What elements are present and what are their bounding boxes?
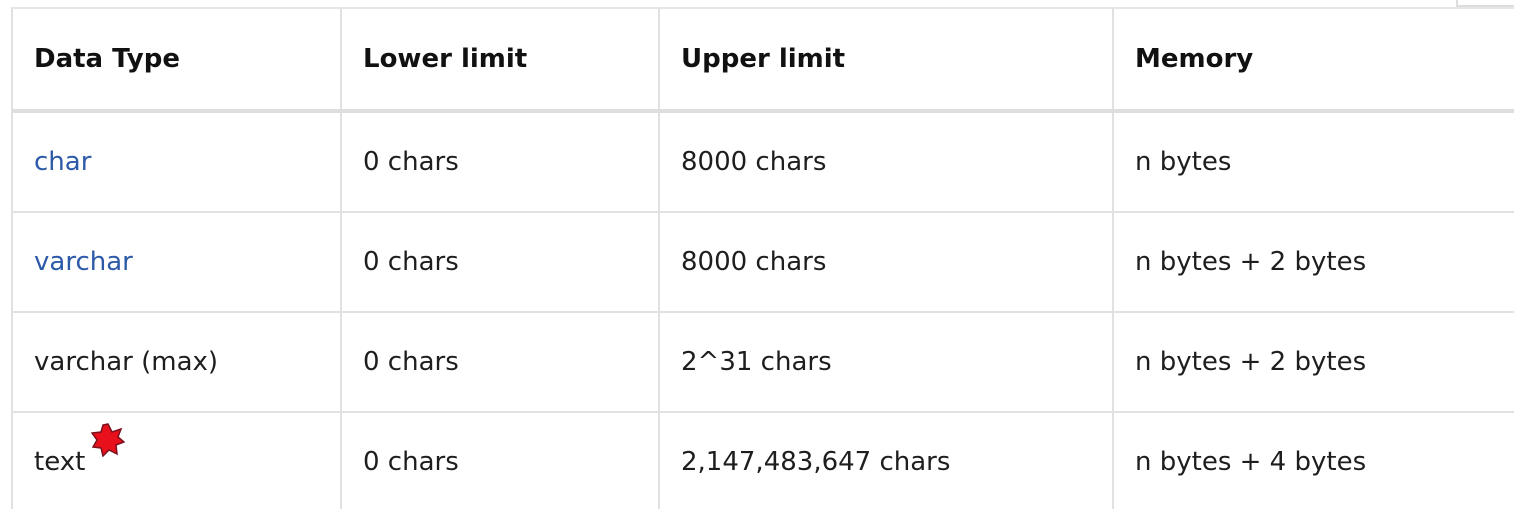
cell: n bytes + 2 bytes bbox=[1112, 211, 1514, 313]
cell: n bytes + 2 bytes bbox=[1112, 311, 1514, 413]
row: char 0 chars 8000 chars n bytes bbox=[11, 110, 1514, 213]
header-cell: Memory bbox=[1112, 7, 1514, 113]
cell: n bytes bbox=[1112, 110, 1514, 213]
cell: 0 chars bbox=[340, 311, 660, 413]
cell: text bbox=[11, 411, 342, 509]
cell: 0 chars bbox=[340, 110, 660, 213]
cell: 2,147,483,647 chars bbox=[658, 411, 1114, 509]
header-row: Data Type Lower limit Upper limit Memory bbox=[11, 7, 1514, 113]
link[interactable]: char bbox=[34, 147, 92, 177]
header-cell: Data Type bbox=[11, 7, 342, 113]
row: varchar (max) 0 chars 2^31 chars n bytes… bbox=[11, 311, 1514, 413]
cell: varchar (max) bbox=[11, 311, 342, 413]
cell: varchar bbox=[11, 211, 342, 313]
scroll-corner bbox=[1456, 0, 1514, 7]
link[interactable]: varchar bbox=[34, 247, 133, 277]
star-icon bbox=[91, 423, 125, 457]
cell: char bbox=[11, 110, 342, 213]
cell-text: text bbox=[34, 447, 86, 477]
cell: 8000 chars bbox=[658, 211, 1114, 313]
header-cell: Upper limit bbox=[658, 7, 1114, 113]
cell: n bytes + 4 bytes bbox=[1112, 411, 1514, 509]
cell: 0 chars bbox=[340, 411, 660, 509]
cell: 2^31 chars bbox=[658, 311, 1114, 413]
row: text 0 chars 2,147,483,647 chars n bytes… bbox=[11, 411, 1514, 509]
cell: 0 chars bbox=[340, 211, 660, 313]
header-cell: Lower limit bbox=[340, 7, 660, 113]
cell: 8000 chars bbox=[658, 110, 1114, 213]
row: varchar 0 chars 8000 chars n bytes + 2 b… bbox=[11, 211, 1514, 313]
data-table: Data Type Lower limit Upper limit Memory… bbox=[11, 7, 1514, 509]
